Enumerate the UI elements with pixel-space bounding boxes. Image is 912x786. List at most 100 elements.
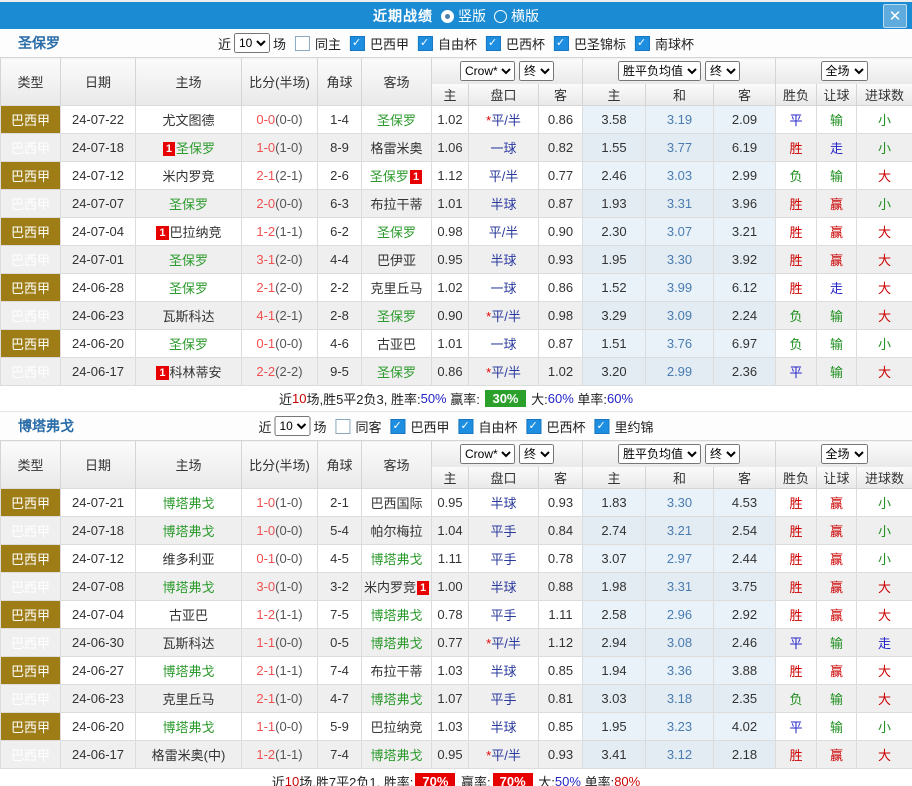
odds-company-select[interactable]: Crow* (460, 61, 515, 81)
scope-select[interactable]: 全场 (820, 444, 868, 464)
handicap-cell: 平/半 (468, 217, 539, 246)
league-checkbox[interactable] (390, 418, 406, 434)
odds-company-select[interactable]: Crow* (460, 444, 515, 464)
score-cell: 1-0(0-0) (241, 516, 318, 545)
match-row: 巴西甲 24-07-01 圣保罗 3-1(2-0) 4-4 巴伊亚 0.95 半球 0.93 1.… (0, 245, 912, 274)
away-odds-cell: 0.86 (538, 273, 583, 302)
score-cell: 1-1(0-0) (241, 628, 318, 657)
away-team-cell: 圣保罗 (361, 301, 432, 330)
league-checkbox-label: 巴西杯 (506, 36, 546, 52)
layout-radio-label[interactable]: 竖版 (458, 7, 486, 24)
halftime-score: (1-1) (275, 224, 303, 239)
same-venue-label: 同主 (314, 36, 341, 52)
date-cell: 24-06-23 (60, 301, 136, 330)
match-count-select[interactable]: 10 (274, 416, 311, 436)
avg-draw-cell: 3.23 (645, 712, 714, 741)
league-checkbox[interactable] (554, 35, 570, 51)
result-handicap-cell: 赢 (816, 600, 858, 629)
handicap-value: 平手 (490, 524, 517, 539)
result-goals-cell: 大 (856, 273, 912, 302)
handicap-cell: *平/半 (468, 105, 539, 134)
avg-type-select[interactable]: 胜平负均值 (618, 444, 701, 464)
handicap-value: 半球 (490, 720, 517, 735)
close-icon[interactable]: ✕ (883, 4, 907, 28)
date-cell: 24-07-07 (60, 189, 136, 218)
away-team-name: 巴伊亚 (376, 253, 416, 268)
layout-radio-vertical[interactable] (441, 9, 454, 23)
result-wdl-cell: 胜 (775, 600, 818, 629)
score-cell: 1-1(0-0) (241, 712, 318, 741)
league-checkbox[interactable] (635, 35, 651, 51)
handicap-cell: *平/半 (468, 301, 539, 330)
away-team-cell: 格雷米奥 (361, 133, 432, 162)
column-header: 比分(半场) (241, 440, 318, 489)
home-team-cell: 格雷米奥(中) (135, 740, 242, 769)
home-team-name: 圣保罗 (168, 197, 208, 212)
corner-cell: 5-4 (317, 516, 362, 545)
avg-draw-cell: 3.21 (645, 516, 714, 545)
avg-stage-select[interactable]: 终 (705, 61, 740, 81)
same-venue-checkbox[interactable] (294, 35, 310, 51)
layout-radio-horizontal[interactable] (494, 9, 507, 23)
league-cell: 巴西甲 (0, 656, 61, 685)
summary-text: 60% (547, 391, 574, 406)
league-checkbox[interactable] (486, 35, 502, 51)
halftime-score: (0-0) (275, 523, 303, 538)
date-cell: 24-07-12 (60, 161, 136, 190)
layout-radio-label[interactable]: 横版 (511, 7, 539, 24)
sub-column-header: 主 (582, 467, 646, 489)
league-checkbox-label: 巴西杯 (546, 419, 586, 435)
result-handicap-cell: 赢 (816, 740, 858, 769)
match-row: 巴西甲 24-06-20 博塔弗戈 1-1(0-0) 5-9 巴拉纳竞 1.03 半球 0.85… (0, 712, 912, 741)
away-team-name: 博塔弗戈 (370, 692, 423, 707)
handicap-cell: 一球 (468, 329, 539, 358)
result-wdl-cell: 胜 (775, 544, 818, 573)
league-checkbox[interactable] (418, 35, 433, 51)
result-wdl-cell: 负 (775, 301, 818, 330)
result-handicap-cell: 赢 (816, 245, 858, 274)
home-team-name: 博塔弗戈 (162, 496, 215, 511)
column-header: 日期 (60, 440, 136, 489)
date-cell: 24-06-28 (60, 273, 136, 302)
rate-badge: 30% (485, 390, 526, 407)
result-handicap-cell: 输 (816, 357, 858, 386)
odds-stage-select[interactable]: 终 (519, 61, 554, 81)
handicap-value: 平/半 (491, 636, 521, 651)
home-team-name: 博塔弗戈 (162, 524, 215, 539)
avg-stage-select[interactable]: 终 (705, 444, 740, 464)
league-cell: 巴西甲 (0, 628, 61, 657)
away-team-cell: 博塔弗戈 (361, 600, 432, 629)
match-count-select[interactable]: 10 (233, 33, 270, 53)
avg-away-cell: 3.96 (712, 189, 777, 218)
fulltime-score: 0-1 (256, 551, 276, 566)
summary-row: 近 10 场,胜7平2负1, 胜率: 70% 赢率: 70% 大: 50% 单率: 80% (0, 769, 912, 786)
avg-away-cell: 6.12 (712, 273, 777, 302)
same-venue-checkbox[interactable] (335, 418, 351, 434)
away-team-name: 博塔弗戈 (370, 636, 423, 651)
league-checkbox[interactable] (594, 418, 610, 434)
avg-home-cell: 2.58 (582, 600, 646, 629)
match-row: 巴西甲 24-07-12 米内罗竞 2-1(2-1) 2-6 圣保罗 1 1.12 平/半 0.7… (0, 161, 912, 190)
team-title: 博塔弗戈 (18, 418, 74, 434)
league-checkbox[interactable] (349, 35, 365, 51)
odds-stage-select[interactable]: 终 (519, 444, 554, 464)
scope-select[interactable]: 全场 (820, 61, 868, 81)
league-checkbox[interactable] (526, 418, 542, 434)
home-team-cell: 1 圣保罗 (135, 133, 242, 162)
handicap-value: 平/半 (491, 309, 521, 324)
scope-group-header: 全场 (775, 440, 912, 467)
avg-home-cell: 1.55 (582, 133, 646, 162)
halftime-score: (1-0) (275, 579, 303, 594)
result-wdl-cell: 胜 (775, 488, 818, 517)
handicap-value: 半球 (490, 664, 517, 679)
avg-draw-cell: 2.97 (645, 544, 714, 573)
avg-away-cell: 3.21 (712, 217, 777, 246)
home-team-cell: 博塔弗戈 (135, 712, 242, 741)
league-checkbox[interactable] (458, 418, 474, 434)
result-wdl-cell: 胜 (775, 217, 818, 246)
avg-away-cell: 6.97 (712, 329, 777, 358)
avg-type-select[interactable]: 胜平负均值 (618, 61, 701, 81)
fulltime-score: 0-0 (256, 112, 276, 127)
result-handicap-cell: 输 (816, 301, 858, 330)
